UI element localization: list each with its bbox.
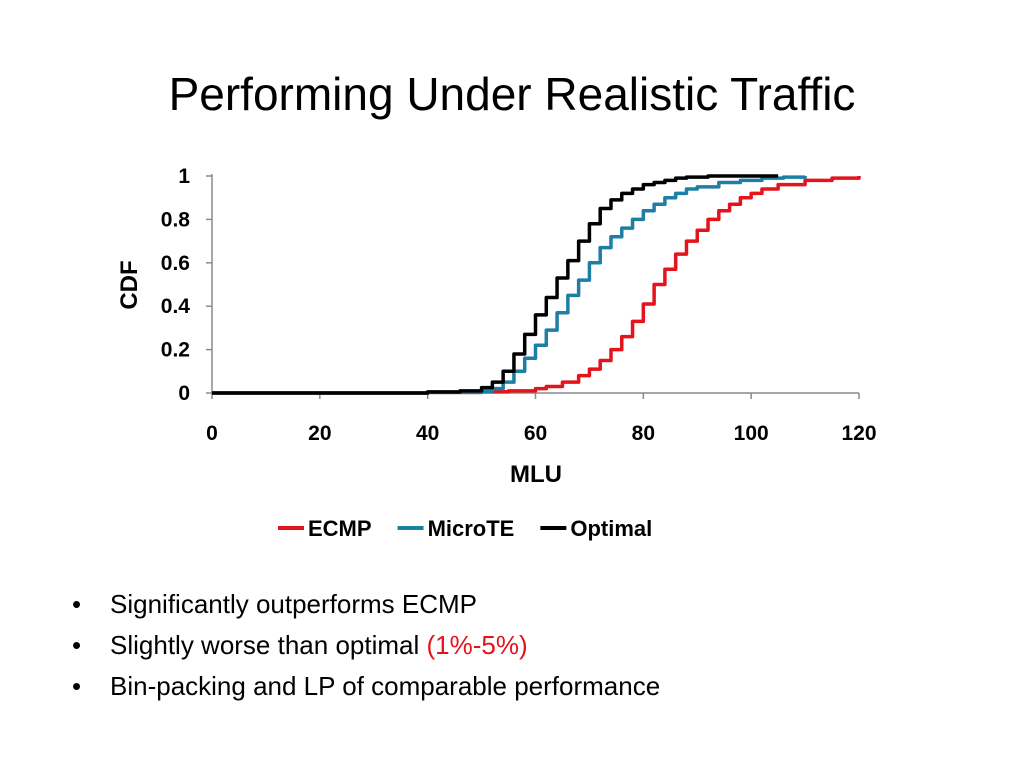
x-axis-ticks: 0 20 40 60 80 100 120: [206, 393, 877, 445]
legend-label-microte: MicroTE: [428, 516, 515, 541]
x-tick-label: 80: [632, 422, 655, 445]
chart-axes: [211, 174, 859, 394]
legend-label-optimal: Optimal: [570, 516, 652, 541]
y-tick-label: 0.4: [161, 295, 191, 318]
bullet-item: • Significantly outperforms ECMP: [72, 584, 660, 625]
y-tick-label: 1: [178, 165, 190, 188]
bullet-text: Bin-packing and LP of comparable perform…: [110, 671, 661, 701]
bullet-highlight: (1%-5%): [426, 630, 528, 660]
bullet-item: • Bin-packing and LP of comparable perfo…: [72, 666, 660, 707]
chart-series: [212, 174, 861, 395]
microte-series-line: [212, 175, 807, 395]
y-axis-title: CDF: [116, 260, 143, 309]
bullet-marker: •: [72, 671, 82, 701]
bullet-text: Significantly outperforms ECMP: [110, 589, 478, 619]
y-tick-label: 0: [178, 382, 190, 405]
x-axis-title: MLU: [510, 461, 562, 488]
x-tick-label: 60: [524, 422, 547, 445]
legend-label-ecmp: ECMP: [308, 516, 372, 541]
x-tick-label: 0: [206, 422, 218, 445]
y-tick-label: 0.8: [161, 208, 191, 231]
x-tick-label: 20: [308, 422, 331, 445]
bullet-marker: •: [72, 630, 82, 660]
optimal-series-line: [212, 174, 779, 395]
x-tick-label: 40: [416, 422, 439, 445]
bullet-item: • Slightly worse than optimal (1%-5%): [72, 625, 660, 666]
y-tick-label: 0.6: [161, 252, 190, 275]
bullet-text: Slightly worse than optimal: [110, 630, 427, 660]
ecmp-series-line: [212, 176, 861, 395]
chart-legend: ECMP MicroTE Optimal: [278, 516, 652, 541]
y-axis-ticks: 0 0.2 0.4 0.6 0.8 1: [161, 165, 212, 405]
x-tick-label: 120: [841, 422, 876, 445]
bullet-list: • Significantly outperforms ECMP • Sligh…: [72, 584, 660, 707]
x-tick-label: 100: [734, 422, 769, 445]
bullet-marker: •: [72, 589, 82, 619]
y-tick-label: 0.2: [161, 339, 190, 362]
slide-title: Performing Under Realistic Traffic: [168, 68, 856, 120]
